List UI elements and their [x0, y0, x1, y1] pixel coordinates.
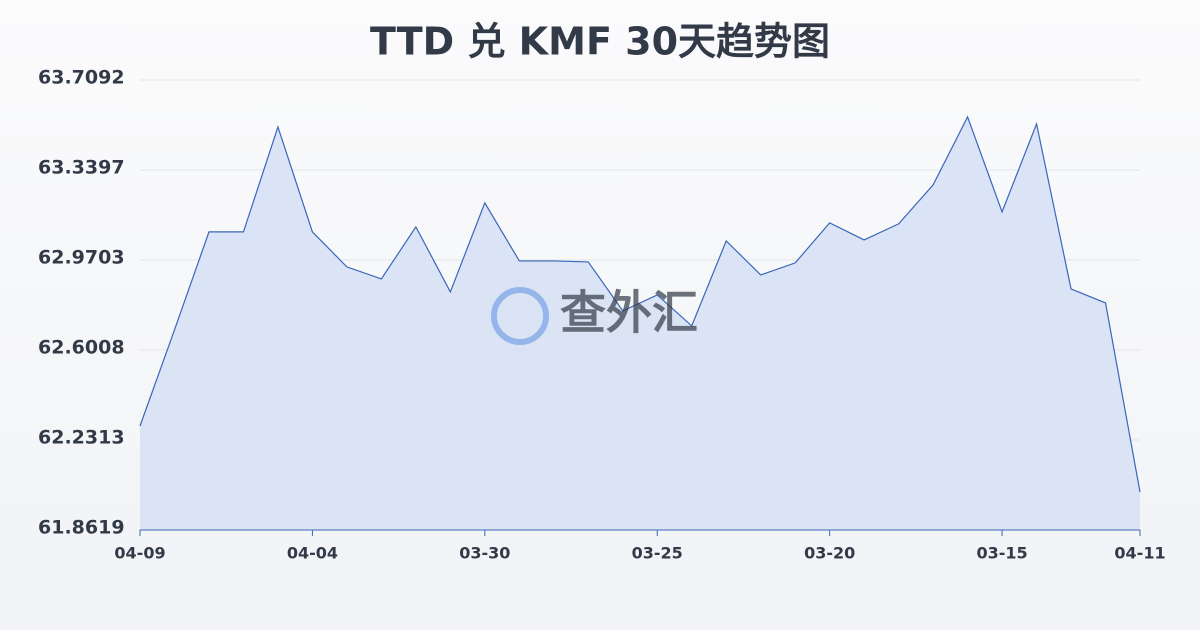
watermark — [491, 287, 549, 345]
x-tick-label: 04-04 — [287, 544, 338, 563]
line — [139, 115, 1141, 493]
x-tick-label: 04-09 — [114, 544, 165, 563]
chart-title: TTD 兑 KMF 30天趋势图 — [370, 20, 830, 64]
y-tick-label: 62.9703 — [38, 246, 125, 268]
x-tick-label: 03-30 — [459, 544, 510, 563]
watermark-icon — [491, 287, 549, 345]
y-tick-label: 62.2313 — [38, 427, 125, 449]
x-tick-label: 03-15 — [976, 544, 1027, 563]
x-tick-label: 04-11 — [1114, 544, 1165, 563]
y-tick-label: 62.6008 — [38, 337, 125, 359]
y-tick-label: 63.3397 — [38, 157, 125, 179]
x-tick-label: 03-25 — [632, 544, 683, 563]
area-fill — [140, 116, 1140, 531]
x-tick-label: 03-20 — [804, 544, 855, 563]
watermark-text: 查外汇 — [560, 286, 698, 340]
y-tick-label: 63.7092 — [38, 67, 125, 89]
y-tick-label: 61.8619 — [38, 517, 125, 539]
